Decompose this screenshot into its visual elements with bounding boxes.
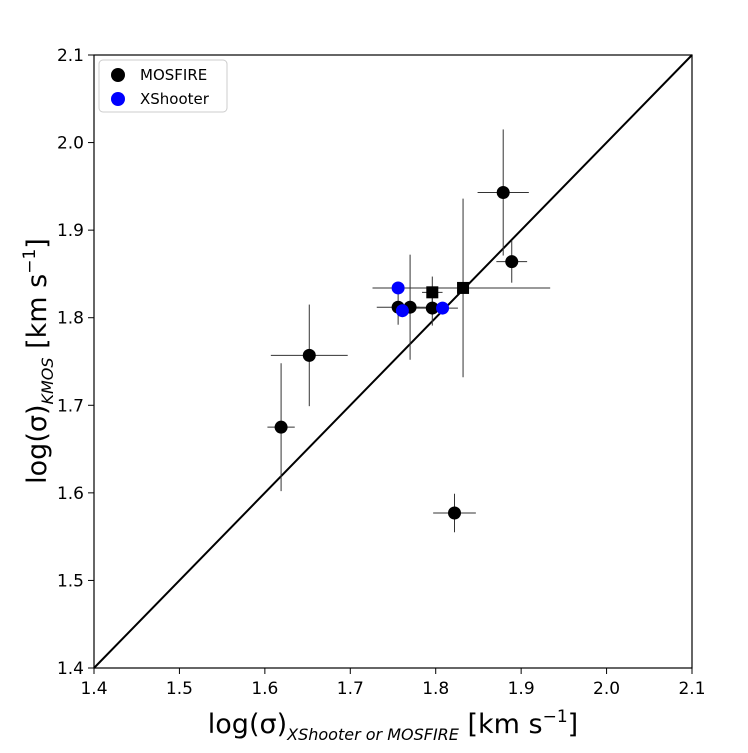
x-tick-label: 2.1 <box>678 679 705 699</box>
xshooter-point <box>395 304 409 318</box>
one-to-one-line <box>93 54 693 669</box>
y-tick-label: 2.1 <box>57 46 84 66</box>
y-tick-label: 1.9 <box>57 221 84 241</box>
xshooter-point <box>436 301 450 315</box>
x-tick-label: 1.8 <box>422 679 449 699</box>
x-tick-label: 1.5 <box>166 679 193 699</box>
mosfire-point <box>505 255 519 269</box>
y-tick-label: 1.6 <box>57 484 84 504</box>
y-axis: 1.4 1.5 1.6 1.7 1.8 1.9 2.0 2.1 <box>57 46 94 679</box>
plot-frame <box>93 54 693 669</box>
mosfire-point <box>425 301 439 315</box>
legend: MOSFIRE XShooter <box>98 59 228 113</box>
x-tick-label: 2.0 <box>593 679 620 699</box>
x-tick-label: 1.4 <box>80 679 107 699</box>
legend-label-mosfire: MOSFIRE <box>140 66 207 84</box>
x-tick-label: 1.9 <box>508 679 535 699</box>
xshooter-point <box>391 281 405 295</box>
mosfire-point <box>302 348 316 362</box>
mosfire-point <box>274 420 288 434</box>
y-tick-label: 2.0 <box>57 134 84 154</box>
legend-marker-xshooter <box>111 92 125 106</box>
x-axis-label: log(σ)XShooter or MOSFIRE [km s−1] <box>208 707 578 744</box>
mosfire-square-point <box>426 286 439 299</box>
y-tick-label: 1.8 <box>57 309 84 329</box>
data-markers <box>274 185 519 520</box>
y-axis-label: log(σ)KMOS [km s−1] <box>20 238 57 484</box>
legend-marker-mosfire <box>111 68 125 82</box>
legend-label-xshooter: XShooter <box>140 90 210 108</box>
mosfire-square-point <box>457 281 470 294</box>
y-tick-label: 1.5 <box>57 571 84 591</box>
x-tick-label: 1.7 <box>337 679 364 699</box>
legend-box <box>98 59 228 113</box>
mosfire-point <box>448 506 462 520</box>
y-tick-label: 1.7 <box>57 396 84 416</box>
y-tick-label: 1.4 <box>57 659 84 679</box>
mosfire-point <box>496 185 510 199</box>
x-tick-label: 1.6 <box>251 679 278 699</box>
x-axis: 1.4 1.5 1.6 1.7 1.8 1.9 2.0 2.1 <box>80 668 706 699</box>
